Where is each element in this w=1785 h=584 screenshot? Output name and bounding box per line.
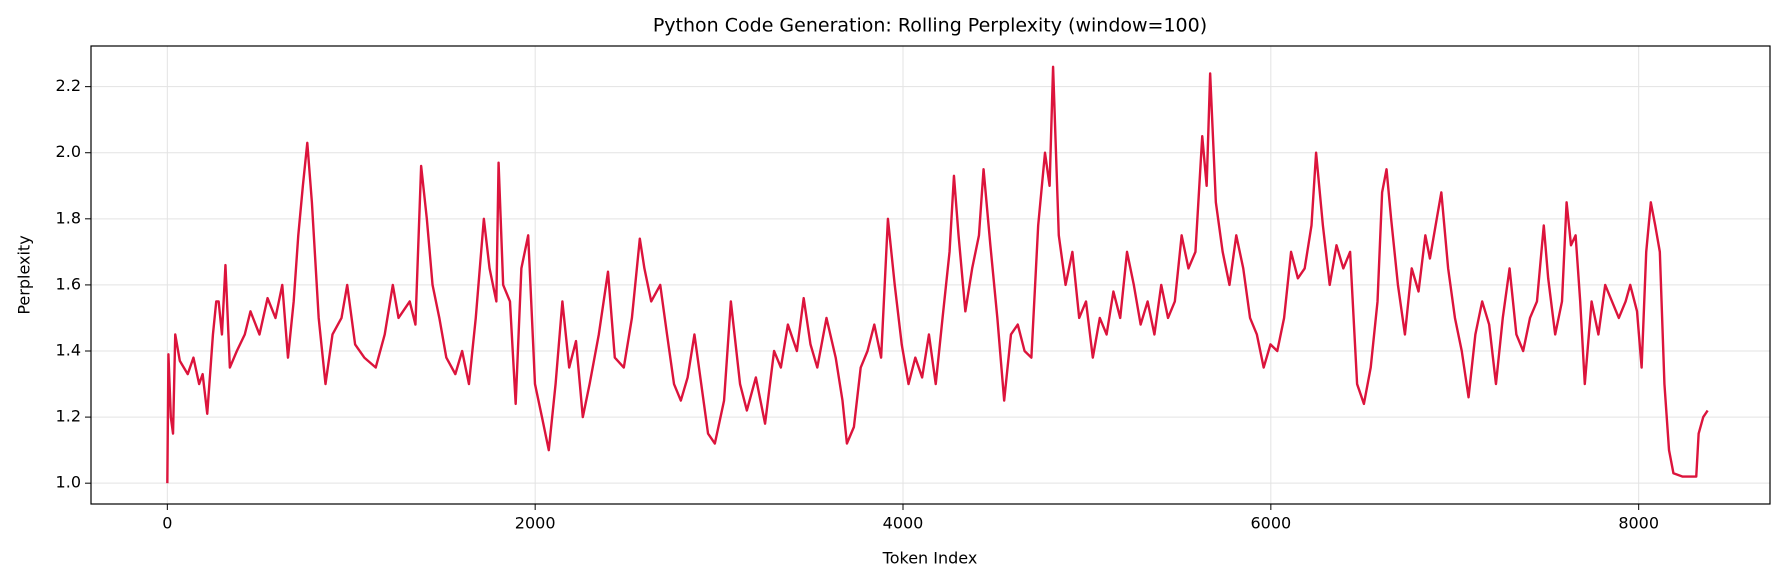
- x-tick-label: 8000: [1618, 514, 1659, 533]
- x-tick-label: 0: [162, 514, 172, 533]
- x-axis-label: Token Index: [882, 549, 978, 568]
- data-line: [166, 65, 1709, 484]
- y-tick-label: 1.2: [56, 407, 81, 426]
- y-tick-label: 1.6: [56, 274, 81, 293]
- y-tick-label: 1.0: [56, 473, 81, 492]
- y-tick-label: 2.0: [56, 142, 81, 161]
- y-tick-label: 1.4: [56, 341, 81, 360]
- x-tick-label: 6000: [1250, 514, 1291, 533]
- y-axis-label: Perplexity: [15, 235, 34, 314]
- x-tick-label: 4000: [883, 514, 924, 533]
- y-tick-label: 1.8: [56, 208, 81, 227]
- y-tick-label: 2.2: [56, 76, 81, 95]
- x-tick-label: 2000: [515, 514, 556, 533]
- plot-frame: [90, 45, 1771, 505]
- chart-title: Python Code Generation: Rolling Perplexi…: [653, 15, 1207, 37]
